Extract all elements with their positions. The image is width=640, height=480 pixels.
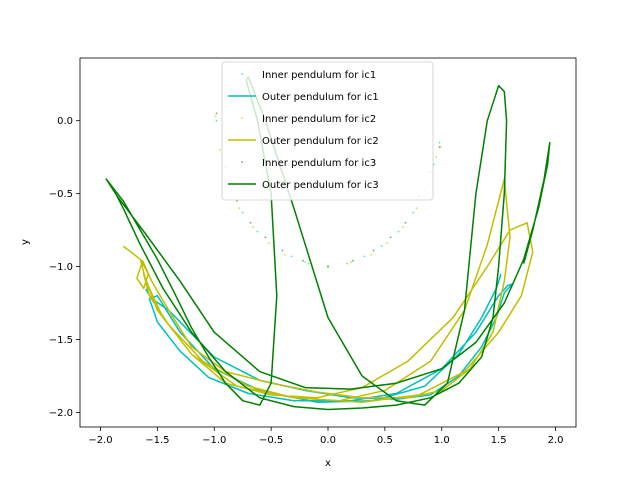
series-point <box>214 115 217 118</box>
y-tick-label: −1.0 <box>49 262 73 273</box>
legend-swatch <box>241 161 243 163</box>
series-point <box>435 156 437 159</box>
series-point <box>415 207 418 210</box>
series-point <box>281 249 284 252</box>
series-point <box>219 149 221 151</box>
legend-label: Inner pendulum for ic2 <box>262 114 376 125</box>
series-point <box>249 221 252 224</box>
x-tick-label: −1.5 <box>145 435 169 446</box>
series-point <box>215 112 218 115</box>
series-point <box>352 259 354 262</box>
series-point <box>438 141 441 144</box>
legend: Inner pendulum for ic1 Outer pendulum for… <box>221 61 434 201</box>
series-point <box>412 211 415 214</box>
legend-label: Outer pendulum for ic2 <box>262 136 379 147</box>
series-point <box>438 146 441 148</box>
series-point <box>256 230 259 233</box>
legend-label: Outer pendulum for ic3 <box>262 180 379 191</box>
series-layer <box>105 76 551 411</box>
series-point <box>215 119 218 122</box>
x-tick-label: −2.0 <box>88 435 112 446</box>
legend-entry: Inner pendulum for ic1 <box>241 70 376 81</box>
series-point <box>252 226 254 229</box>
x-tick-label: −1.0 <box>202 435 226 446</box>
series-4 <box>122 178 534 403</box>
series-point <box>363 255 366 258</box>
legend-entry: Outer pendulum for ic2 <box>228 136 379 147</box>
x-tick-label: 1.5 <box>491 435 507 446</box>
x-axis-ticks: −2.0 −1.5 −1.0 −0.5 0.0 0.5 1.0 1.5 2.0 <box>88 427 563 446</box>
legend-label: Outer pendulum for ic1 <box>262 92 379 103</box>
series-point <box>397 230 400 233</box>
y-axis-label: y <box>20 239 31 245</box>
x-tick-label: 1.0 <box>434 435 450 446</box>
series-line-6 <box>105 76 551 411</box>
legend-entry: Outer pendulum for ic1 <box>228 92 379 103</box>
series-point <box>304 261 307 264</box>
series-point <box>386 242 389 245</box>
y-tick-label: −1.5 <box>49 335 73 346</box>
series-point <box>370 254 373 256</box>
legend-label: Inner pendulum for ic1 <box>262 70 376 81</box>
legend-entry: Inner pendulum for ic2 <box>241 114 376 125</box>
series-point <box>290 255 293 258</box>
series-point <box>241 211 244 214</box>
legend-box <box>221 61 434 201</box>
legend-entry: Inner pendulum for ic3 <box>241 158 376 169</box>
y-tick-label: 0.0 <box>57 116 73 127</box>
series-point <box>238 207 241 210</box>
y-axis-ticks: 0.0 −0.5 −1.0 −1.5 −2.0 <box>49 116 80 419</box>
series-point <box>389 236 392 239</box>
series-point <box>264 236 267 239</box>
x-tick-label: 2.0 <box>548 435 564 446</box>
x-tick-label: 0.0 <box>320 435 336 446</box>
series-point <box>267 242 270 245</box>
series-point <box>307 262 310 265</box>
series-point <box>402 226 404 229</box>
series-point <box>346 262 349 265</box>
series-point <box>372 249 375 252</box>
series-point <box>380 245 383 248</box>
series-line-4 <box>122 178 534 403</box>
series-point <box>327 265 329 268</box>
legend-entry: Outer pendulum for ic3 <box>228 180 379 191</box>
series-point <box>404 221 407 224</box>
series-point <box>283 254 286 256</box>
legend-label: Inner pendulum for ic3 <box>262 158 376 169</box>
legend-swatch <box>241 117 243 119</box>
y-tick-label: −2.0 <box>49 408 73 419</box>
x-tick-label: 0.5 <box>377 435 393 446</box>
series-point <box>302 259 304 262</box>
legend-swatch <box>241 73 243 75</box>
series-point <box>349 261 352 264</box>
x-axis-label: x <box>325 458 331 469</box>
y-tick-label: −0.5 <box>49 189 73 200</box>
x-tick-label: −0.5 <box>259 435 283 446</box>
series-6 <box>105 76 551 411</box>
series-point <box>236 200 238 202</box>
